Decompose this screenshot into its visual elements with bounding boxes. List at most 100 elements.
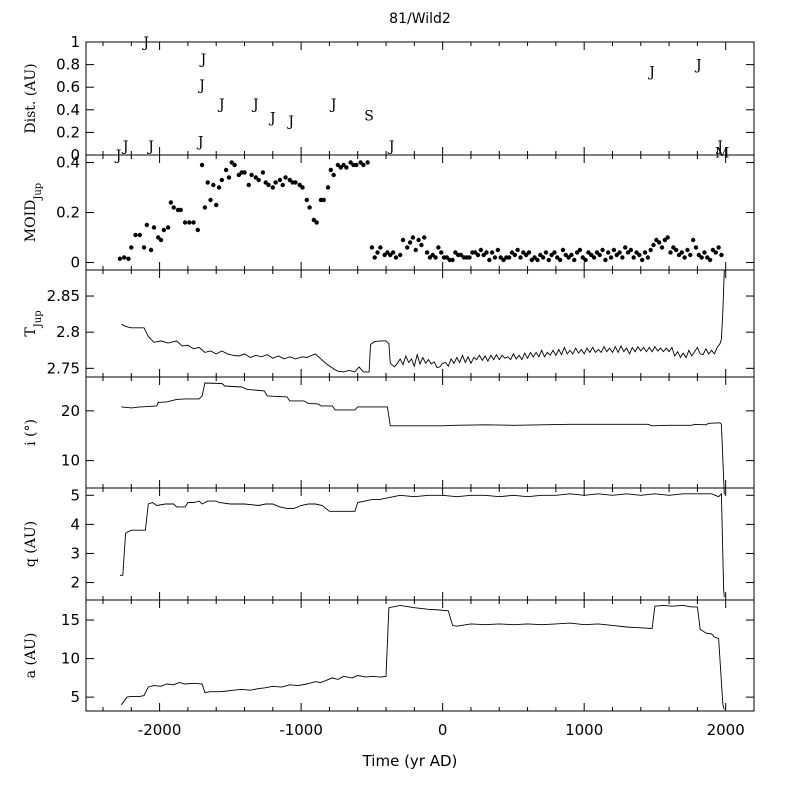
data-point	[335, 162, 341, 168]
data-point	[608, 255, 614, 260]
data-point	[645, 255, 651, 260]
data-point	[195, 227, 201, 233]
data-point	[168, 200, 174, 205]
data-point	[707, 257, 713, 263]
encounter-marker: J	[715, 139, 723, 155]
data-point	[591, 255, 597, 260]
panel-frame	[85, 154, 755, 271]
data-point	[419, 242, 424, 248]
data-point	[699, 255, 704, 260]
data-point	[236, 172, 242, 178]
data-point	[436, 245, 441, 250]
data-point	[580, 255, 585, 260]
data-point	[492, 255, 498, 260]
y-tick-label: 2.8	[56, 323, 80, 341]
data-point	[307, 205, 312, 210]
y-tick-label: 0.8	[56, 56, 80, 74]
y-tick-label: 10	[61, 650, 80, 668]
data-point	[137, 232, 142, 238]
data-point	[397, 252, 403, 258]
data-point	[639, 257, 645, 263]
data-point	[141, 245, 147, 250]
data-point	[538, 252, 543, 258]
data-point	[171, 205, 176, 210]
data-point	[589, 252, 594, 258]
data-point	[532, 255, 537, 260]
data-point	[122, 255, 127, 260]
data-point	[331, 172, 336, 178]
data-point	[509, 250, 515, 255]
data-point	[260, 170, 266, 175]
data-point	[148, 247, 154, 253]
data-point	[620, 255, 625, 260]
encounter-marker: J	[114, 148, 122, 164]
encounter-marker: J	[251, 97, 259, 113]
data-point	[182, 220, 188, 225]
data-point	[472, 250, 478, 255]
data-point	[603, 257, 608, 263]
data-point	[682, 255, 687, 260]
data-point	[478, 247, 484, 253]
encounter-marker: J	[217, 97, 225, 113]
y-tick-label: 2	[70, 574, 80, 592]
encounter-marker: J	[197, 78, 205, 94]
data-point	[117, 256, 123, 261]
data-point	[487, 257, 492, 263]
data-point	[540, 255, 546, 260]
data-point	[129, 245, 134, 250]
data-point	[256, 177, 261, 183]
data-point	[523, 252, 529, 258]
data-point	[693, 245, 699, 250]
data-point	[126, 256, 131, 261]
data-point	[202, 205, 208, 210]
data-point	[144, 222, 150, 228]
data-point	[223, 167, 229, 173]
data-point	[372, 255, 377, 260]
encounter-marker: M	[715, 146, 729, 162]
data-point	[407, 240, 413, 245]
data-point	[637, 252, 642, 258]
data-point	[249, 172, 254, 178]
x-tick-label: 0	[438, 721, 448, 739]
data-point	[611, 247, 617, 253]
panel-moid: 0 0.2 0.4 MOIDJup	[23, 154, 755, 272]
data-point	[338, 165, 343, 170]
y-axis-label: Dist. (AU)	[23, 63, 39, 133]
y-tick-label: 0.4	[56, 154, 80, 172]
chart-title: 81/Wild2	[389, 11, 451, 27]
data-point	[283, 175, 288, 180]
data-point	[495, 247, 501, 253]
encounter-marker: S	[364, 108, 374, 124]
data-point	[311, 217, 317, 223]
y-tick-label: 0	[70, 254, 80, 272]
encounter-marker: J	[329, 97, 337, 113]
y-tick-label: 4	[70, 515, 80, 533]
data-point	[642, 250, 648, 255]
data-point	[270, 185, 276, 190]
x-tick-label: -2000	[138, 721, 182, 739]
data-point	[427, 255, 433, 260]
data-point	[566, 255, 571, 260]
data-point	[597, 252, 602, 258]
data-point	[211, 182, 216, 188]
data-point	[515, 247, 520, 253]
data-point	[501, 257, 506, 263]
data-point	[458, 252, 464, 258]
data-point	[321, 197, 326, 203]
data-point	[512, 252, 518, 258]
data-point	[696, 252, 702, 258]
data-point	[191, 220, 196, 225]
y-tick-label: 15	[61, 611, 80, 629]
x-tick-label: 2000	[707, 721, 745, 739]
data-point	[219, 177, 225, 183]
data-point	[433, 255, 438, 260]
encounter-marker: J	[146, 139, 154, 155]
data-point	[155, 235, 161, 240]
x-axis-label: Time (yr AD)	[362, 752, 458, 770]
data-point	[671, 245, 676, 250]
y-axis-label-subscript: Jup	[33, 183, 44, 201]
data-point	[498, 255, 503, 260]
encounter-marker: J	[387, 139, 395, 155]
